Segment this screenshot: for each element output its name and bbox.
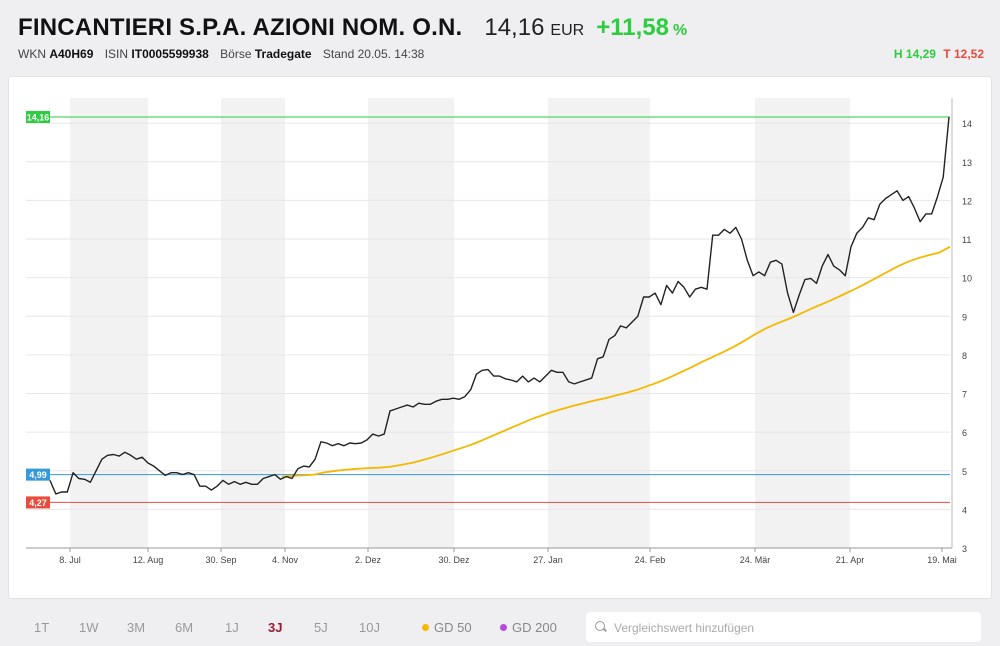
price-change: +11,58 bbox=[596, 14, 669, 41]
compare-search bbox=[586, 612, 981, 644]
y-tick-label: 14 bbox=[962, 119, 972, 129]
x-tick-label: 27. Jan bbox=[533, 555, 563, 565]
x-tick-label: 4. Nov bbox=[272, 555, 299, 565]
month-band bbox=[368, 98, 454, 548]
x-tick-label: 19. Mai bbox=[927, 555, 957, 565]
y-tick-label: 6 bbox=[962, 428, 967, 438]
range-10j-button[interactable]: 10J bbox=[359, 620, 380, 635]
month-band bbox=[70, 98, 148, 548]
x-tick-label: 12. Aug bbox=[133, 555, 164, 565]
title-row: FINCANTIERI S.P.A. AZIONI NOM. O.N. 14,1… bbox=[18, 14, 687, 42]
month-band bbox=[221, 98, 285, 548]
x-tick-label: 30. Dez bbox=[438, 555, 470, 565]
x-tick-label: 30. Sep bbox=[205, 555, 236, 565]
gd200-toggle[interactable]: GD 200 bbox=[500, 620, 557, 635]
compare-search-input[interactable] bbox=[612, 612, 966, 644]
range-3j-button[interactable]: 3J bbox=[268, 620, 283, 635]
month-band bbox=[548, 98, 650, 548]
range-3m-button[interactable]: 3M bbox=[127, 620, 146, 635]
y-tick-label: 12 bbox=[962, 196, 972, 206]
reference-label: 4,99 bbox=[29, 470, 47, 480]
low-label: T bbox=[943, 47, 951, 61]
exchange-value: Tradegate bbox=[254, 47, 312, 61]
bottom-toolbar: 1T 1W 3M 6M 1J 3J 5J 10J GD 50 GD 200 bbox=[0, 602, 1000, 646]
high-low: H 14,29 T 12,52 bbox=[894, 47, 984, 61]
x-tick-label: 24. Feb bbox=[635, 555, 666, 565]
range-1w-button[interactable]: 1W bbox=[79, 620, 99, 635]
wkn-label: WKN bbox=[18, 47, 46, 61]
y-tick-label: 11 bbox=[962, 235, 971, 245]
timestamp: Stand 20.05. 14:38 bbox=[322, 47, 425, 61]
x-tick-label: 2. Dez bbox=[355, 555, 382, 565]
wkn-value: A40H69 bbox=[49, 47, 94, 61]
currency: EUR bbox=[550, 22, 585, 39]
range-1j-button[interactable]: 1J bbox=[225, 620, 239, 635]
y-tick-label: 7 bbox=[962, 390, 967, 400]
x-tick-label: 8. Jul bbox=[59, 555, 81, 565]
gd50-dot-icon bbox=[422, 624, 429, 631]
y-tick-label: 5 bbox=[962, 467, 967, 477]
reference-label-box bbox=[26, 468, 50, 481]
last-price: 14,16 bbox=[484, 14, 545, 41]
gd50-toggle[interactable]: GD 50 bbox=[422, 620, 472, 635]
low-value: 12,52 bbox=[953, 47, 984, 61]
month-band bbox=[755, 98, 850, 548]
gd200-dot-icon bbox=[500, 624, 507, 631]
range-5j-button[interactable]: 5J bbox=[314, 620, 328, 635]
y-tick-label: 10 bbox=[962, 274, 972, 284]
price-line bbox=[49, 116, 950, 495]
range-1t-button[interactable]: 1T bbox=[34, 620, 50, 635]
y-tick-label: 3 bbox=[962, 544, 967, 554]
high-value: 14,29 bbox=[905, 47, 936, 61]
instrument-meta: WKN A40H69 ISIN IT0005599938 Börse Trade… bbox=[18, 47, 424, 61]
gd50-label: GD 50 bbox=[434, 620, 472, 635]
reference-label-box bbox=[26, 496, 50, 509]
exchange-label: Börse bbox=[220, 47, 252, 61]
reference-label-box bbox=[26, 110, 50, 123]
price-change-unit: % bbox=[672, 22, 688, 39]
search-icon bbox=[595, 621, 605, 631]
reference-label: 4,27 bbox=[29, 498, 47, 508]
x-tick-label: 21. Apr bbox=[836, 555, 865, 565]
price-chart[interactable]: 3 4 5 6 7 8 9 10 11 12 13 14 8. Jul 12. Aug 30. Sep 4. … bbox=[0, 0, 1000, 600]
x-tick-label: 24. Mär bbox=[740, 555, 771, 565]
instrument-name: FINCANTIERI S.P.A. AZIONI NOM. O.N. bbox=[18, 14, 463, 41]
range-6m-button[interactable]: 6M bbox=[175, 620, 194, 635]
gd50-line bbox=[281, 246, 951, 478]
y-tick-label: 8 bbox=[962, 351, 967, 361]
quote-header: FINCANTIERI S.P.A. AZIONI NOM. O.N. 14,1… bbox=[0, 0, 1000, 76]
isin-value: IT0005599938 bbox=[131, 47, 209, 61]
high-label: H bbox=[893, 47, 903, 61]
reference-label: 14,16 bbox=[27, 112, 50, 122]
y-tick-label: 13 bbox=[962, 158, 972, 168]
y-tick-label: 9 bbox=[962, 312, 967, 322]
isin-label: ISIN bbox=[104, 47, 129, 61]
gd200-label: GD 200 bbox=[512, 620, 557, 635]
y-tick-label: 4 bbox=[962, 505, 967, 515]
